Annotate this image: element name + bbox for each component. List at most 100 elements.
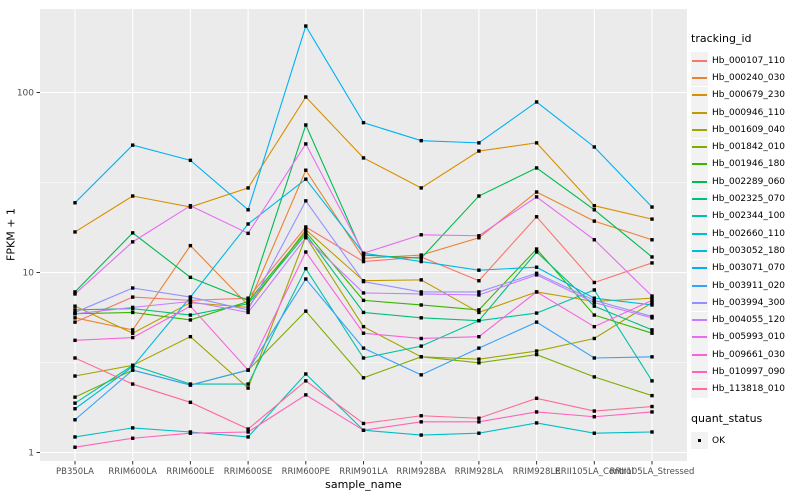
data-point (73, 308, 77, 312)
data-point (131, 231, 135, 235)
legend-label: Hb_002325_070 (712, 194, 786, 205)
data-point (131, 328, 135, 332)
legend-label: Hb_003071_070 (712, 263, 786, 274)
legend-key-line-icon (691, 277, 708, 294)
data-point (73, 418, 77, 422)
legend-item-Hb_003994_300: Hb_003994_300 (691, 294, 799, 312)
legend-item-Hb_001609_040: Hb_001609_040 (691, 121, 799, 139)
data-point (592, 204, 596, 208)
legend-label: Hb_009661_030 (712, 349, 786, 360)
data-point (361, 298, 366, 303)
data-point (73, 290, 77, 294)
data-point (592, 313, 596, 317)
legend-item-Hb_004055_120: Hb_004055_120 (691, 311, 799, 329)
legend-key-line-icon (691, 380, 708, 398)
data-point (73, 401, 77, 405)
data-point (246, 302, 250, 306)
data-point (304, 177, 308, 181)
data-point (650, 328, 654, 332)
data-point (73, 320, 77, 324)
data-point (650, 303, 654, 307)
legend-item-Hb_000240_030: Hb_000240_030 (691, 69, 799, 87)
data-point (534, 100, 539, 104)
data-point (73, 374, 77, 378)
data-point (188, 334, 193, 339)
data-point (534, 396, 539, 401)
legend-item-Hb_000946_110: Hb_000946_110 (691, 104, 799, 122)
legend-item-ok: OK (691, 432, 799, 450)
x-tick-label: PB350LA (56, 467, 94, 477)
x-tick-label: RRIM928LE (513, 467, 561, 477)
data-point (650, 298, 654, 303)
data-point (592, 298, 596, 303)
x-tick-label: RRIM600SE (224, 467, 273, 477)
data-point (477, 234, 481, 238)
legend-label: Hb_000946_110 (712, 107, 786, 118)
data-point (477, 293, 481, 297)
data-point (131, 310, 135, 315)
legend-key-line-icon (691, 242, 708, 260)
data-point (534, 320, 539, 324)
legend-key-line-icon (691, 52, 708, 70)
data-point (650, 294, 654, 298)
data-point (534, 352, 539, 357)
data-point (650, 205, 654, 209)
data-point (477, 279, 481, 283)
data-point (304, 232, 308, 237)
legend-key-line-icon (691, 207, 708, 225)
data-point (592, 409, 596, 413)
legend-key-line-icon (691, 363, 708, 381)
legend-label: Hb_003911_020 (712, 280, 786, 291)
legend-label: Hb_000679_230 (712, 90, 786, 101)
data-point (534, 273, 539, 277)
data-point (592, 208, 596, 212)
data-point (188, 313, 193, 317)
data-point (304, 266, 308, 271)
data-point (188, 304, 193, 308)
data-point (419, 233, 423, 237)
data-point (73, 230, 77, 234)
data-point (246, 368, 250, 372)
data-point (188, 295, 193, 299)
legend-label: Hb_001609_040 (712, 124, 786, 135)
data-point (650, 296, 654, 300)
data-point (419, 336, 423, 341)
data-point (246, 296, 250, 300)
legend-item-Hb_000107_110: Hb_000107_110 (691, 52, 799, 70)
legend-label: Hb_003052_180 (712, 245, 786, 256)
legend-key-line-icon (691, 138, 708, 156)
data-point (131, 305, 135, 310)
data-point (73, 201, 77, 205)
legend-key-line-icon (691, 155, 708, 173)
data-point (131, 436, 135, 440)
data-point (188, 299, 193, 304)
legend-item-Hb_002325_070: Hb_002325_070 (691, 190, 799, 208)
data-point (188, 431, 193, 435)
data-point (361, 376, 366, 380)
data-point (419, 292, 423, 296)
data-point (304, 250, 308, 254)
legend-item-Hb_002660_110: Hb_002660_110 (691, 225, 799, 243)
legend-label: Hb_002344_100 (712, 211, 786, 222)
data-point (477, 308, 481, 312)
data-point (592, 288, 596, 292)
data-point (188, 318, 193, 322)
data-point (534, 421, 539, 425)
legend-label: Hb_000240_030 (712, 72, 786, 83)
x-tick-label: RRIM901LA (339, 467, 388, 477)
legend-label: Hb_113818_010 (712, 384, 786, 395)
data-point (534, 247, 539, 251)
data-point (361, 310, 366, 315)
data-point (361, 324, 366, 329)
data-point (246, 186, 250, 190)
data-point (131, 368, 135, 372)
legend-label: Hb_010997_090 (712, 366, 786, 377)
legend-item-Hb_001946_180: Hb_001946_180 (691, 155, 799, 173)
ok-square-icon (691, 432, 708, 450)
data-point (246, 382, 250, 386)
legend-key-line-icon (691, 328, 708, 346)
data-point (534, 166, 539, 170)
data-point (361, 120, 366, 125)
y-tick-label: 1 (28, 449, 34, 459)
